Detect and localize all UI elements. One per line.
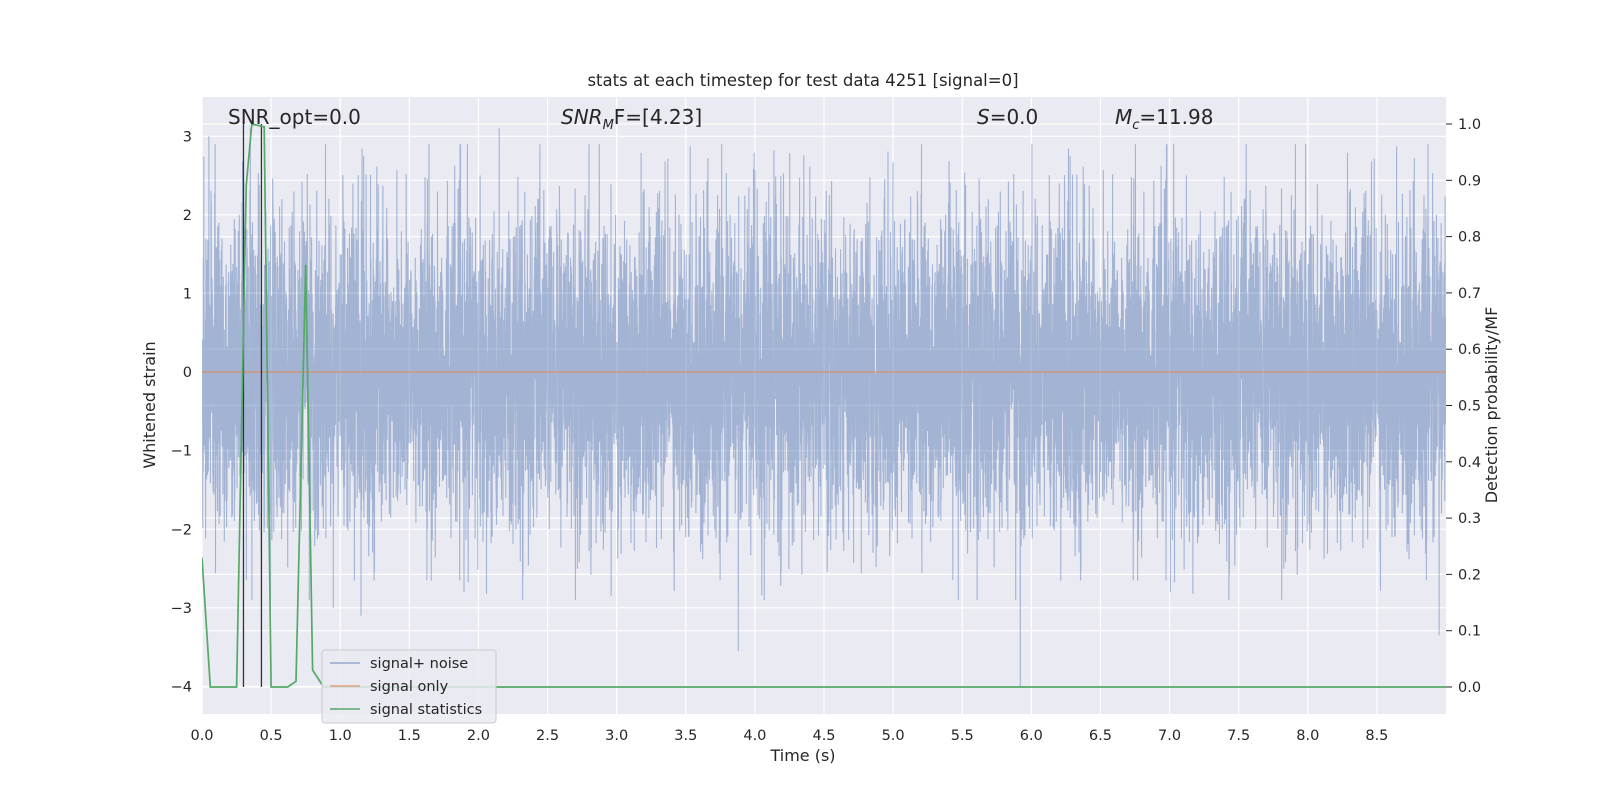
annotation-s-var: S bbox=[977, 105, 990, 129]
y-right-tick-label: 0.0 bbox=[1458, 680, 1481, 696]
annotation-snr-mf-main: SNR bbox=[561, 105, 603, 129]
annotation-s-val: =0.0 bbox=[990, 105, 1039, 129]
annotation-snr-mf: SNRMF=[4.23] bbox=[561, 105, 702, 133]
x-tick-label: 0.5 bbox=[260, 728, 283, 744]
y-tick-label: 0 bbox=[183, 365, 192, 381]
annotation-mc: Mc=11.98 bbox=[1115, 105, 1213, 133]
y-right-tick-label: 0.7 bbox=[1458, 286, 1481, 302]
x-tick-label: 2.5 bbox=[536, 728, 559, 744]
x-tick-label: 2.0 bbox=[467, 728, 490, 744]
y-tick-label: 3 bbox=[183, 129, 192, 145]
y-right-tick-label: 1.0 bbox=[1458, 117, 1481, 133]
y-right-tick-label: 0.6 bbox=[1458, 342, 1481, 358]
y-tick-label: −3 bbox=[171, 601, 192, 617]
x-tick-label: 7.0 bbox=[1158, 728, 1181, 744]
x-tick-label: 1.5 bbox=[398, 728, 421, 744]
legend-entry-stats: signal statistics bbox=[370, 702, 482, 718]
x-axis-ticks: 0.0 0.5 1.0 1.5 2.0 2.5 3.0 3.5 4.0 4.5 5.0 5.5 6.0 6… bbox=[190, 728, 1388, 744]
x-tick-label: 1.0 bbox=[329, 728, 352, 744]
x-tick-label: 8.0 bbox=[1296, 728, 1319, 744]
x-tick-label: 6.5 bbox=[1089, 728, 1112, 744]
x-tick-label: 7.5 bbox=[1227, 728, 1250, 744]
annotation-snr-mf-tail: F=[4.23] bbox=[614, 105, 702, 129]
x-tick-label: 5.0 bbox=[882, 728, 905, 744]
signal-statistics-line bbox=[202, 122, 1446, 688]
y-axis-ticks: 3 2 1 0 −1 −2 −3 −4 bbox=[171, 129, 192, 695]
y-axis-label: Whitened strain bbox=[140, 341, 159, 468]
x-tick-label: 8.5 bbox=[1365, 728, 1388, 744]
legend-entry-noise: signal+ noise bbox=[370, 656, 468, 672]
annotation-s: S=0.0 bbox=[977, 105, 1038, 129]
y-right-tick-label: 0.8 bbox=[1458, 230, 1481, 246]
x-tick-label: 0.0 bbox=[190, 728, 213, 744]
x-tick-label: 6.0 bbox=[1020, 728, 1043, 744]
x-tick-label: 4.5 bbox=[812, 728, 835, 744]
chart-title: stats at each timestep for test data 425… bbox=[587, 71, 1018, 90]
y-tick-label: 1 bbox=[183, 286, 192, 302]
vertical-markers bbox=[242, 124, 263, 687]
annotation-mc-var: M bbox=[1115, 105, 1132, 129]
y-right-tick-label: 0.9 bbox=[1458, 173, 1481, 189]
legend-box bbox=[321, 649, 497, 724]
series-signal-noise bbox=[202, 128, 1446, 687]
y-right-tick-label: 0.4 bbox=[1458, 455, 1481, 471]
y-tick-label: −4 bbox=[171, 679, 192, 695]
noise-line bbox=[202, 128, 1446, 687]
y-right-tick-label: 0.2 bbox=[1458, 567, 1481, 583]
y-right-tick-label: 0.1 bbox=[1458, 624, 1481, 640]
x-tick-label: 3.0 bbox=[605, 728, 628, 744]
y-tick-label: 2 bbox=[183, 208, 192, 224]
y-tick-label: −1 bbox=[171, 444, 192, 460]
annotation-mc-sub: c bbox=[1132, 118, 1139, 133]
y-tick-label: −2 bbox=[171, 522, 192, 538]
x-tick-label: 3.5 bbox=[674, 728, 697, 744]
x-axis-label: Time (s) bbox=[769, 746, 835, 765]
y-right-tick-label: 0.3 bbox=[1458, 511, 1481, 527]
x-tick-label: 4.0 bbox=[743, 728, 766, 744]
legend: signal+ noise signal only signal statist… bbox=[321, 649, 497, 724]
annotation-snr-opt: SNR_opt=0.0 bbox=[228, 105, 361, 129]
legend-entry-signal: signal only bbox=[370, 679, 449, 695]
y-right-tick-label: 0.5 bbox=[1458, 399, 1481, 415]
annotation-snr-mf-sub: M bbox=[603, 118, 614, 133]
series-signal-statistics bbox=[202, 122, 1446, 688]
y-axis-right-label: Detection probability/MF bbox=[1482, 307, 1501, 504]
annotation-mc-val: =11.98 bbox=[1139, 105, 1213, 129]
y-axis-right-ticks: 1.0 0.9 0.8 0.7 0.6 0.5 0.4 0.3 0.2 0.1 0.0 bbox=[1446, 117, 1481, 696]
x-tick-label: 5.5 bbox=[951, 728, 974, 744]
